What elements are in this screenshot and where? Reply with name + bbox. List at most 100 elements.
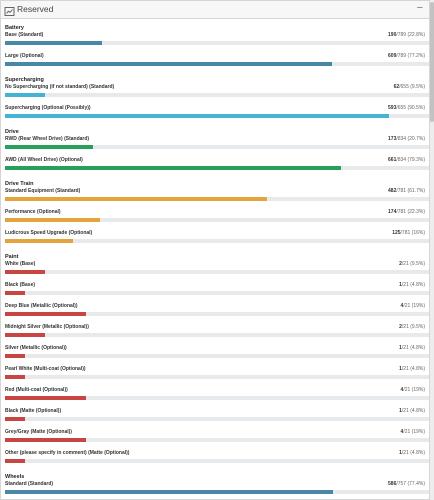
option-count-total: /21 (4.8%) xyxy=(401,408,425,414)
option-label: Standard Equipment (Standard) xyxy=(5,188,81,194)
option-label: RWD (Rear Wheel Drive) (Standard) xyxy=(5,136,90,142)
option-count-value: 609 xyxy=(388,53,397,59)
option-count: 661/834 (79.3%) xyxy=(388,157,425,163)
scrollbar[interactable] xyxy=(430,0,434,500)
option-count: 1/21 (4.8%) xyxy=(399,345,425,351)
option-count-total: /21 (9.5%) xyxy=(401,324,425,330)
option-label: No Supercharging (if not standard) (Stan… xyxy=(5,84,115,90)
result-bar-track xyxy=(5,438,429,442)
option-count-value: 2 xyxy=(399,324,402,330)
category-heading: Paint xyxy=(5,254,19,260)
option-count-total: /21 (19%) xyxy=(403,303,425,309)
result-bar-fill xyxy=(5,375,26,379)
option-count-value: 4 xyxy=(400,429,404,435)
option-count: 1/21 (4.8%) xyxy=(399,408,425,414)
result-bar-track xyxy=(5,417,429,421)
result-bar-fill xyxy=(5,417,26,421)
option-count-value: 190 xyxy=(388,32,397,38)
option-count-total: /789 (77.2%) xyxy=(396,53,425,59)
result-bar-track xyxy=(5,270,429,274)
option-count-value: 174 xyxy=(388,209,397,215)
result-bar-track xyxy=(5,459,429,463)
option-count-total: /655 (9.5%) xyxy=(399,84,425,90)
option-label: AWD (All Wheel Drive) (Optional) xyxy=(5,157,83,163)
category-heading: Battery xyxy=(5,25,24,31)
panel-header[interactable]: Reserved − xyxy=(1,1,429,19)
option-count: 593/655 (90.5%) xyxy=(388,105,425,111)
result-bar-track xyxy=(5,239,429,243)
option-count-total: /21 (9.5%) xyxy=(401,261,425,267)
result-bar-fill xyxy=(5,197,267,201)
result-bar-fill xyxy=(5,354,26,358)
option-label: Standard (Standard) xyxy=(5,481,54,487)
option-count-total: /834 (79.3%) xyxy=(396,157,425,163)
option-count: 125/781 (16%) xyxy=(392,230,425,236)
option-count: 2/21 (9.5%) xyxy=(399,261,425,267)
result-bar-track xyxy=(5,93,429,97)
option-count-value: 1 xyxy=(399,282,402,288)
category-heading: Drive xyxy=(5,129,19,135)
option-count: 62/655 (9.5%) xyxy=(394,84,425,90)
option-count-total: /21 (4.8%) xyxy=(401,450,425,456)
option-count-value: 1 xyxy=(399,345,402,351)
option-label: Red (Multi-coat (Optional)) xyxy=(5,387,68,393)
result-bar-fill xyxy=(5,145,93,149)
collapse-icon[interactable]: − xyxy=(416,2,423,14)
result-bar-fill xyxy=(5,438,86,442)
category-heading: Wheels xyxy=(5,474,25,480)
option-label: Ludicrous Speed Upgrade (Optional) xyxy=(5,230,93,236)
option-label: Pearl White (Multi-coat (Optional)) xyxy=(5,366,86,372)
panel-title: Reserved xyxy=(17,4,54,14)
result-bar-fill xyxy=(5,333,46,337)
result-bar-fill xyxy=(5,270,46,274)
scrollbar-thumb[interactable] xyxy=(430,2,434,122)
result-bar-track xyxy=(5,333,429,337)
option-count-value: 2 xyxy=(399,261,402,267)
result-bar-fill xyxy=(5,41,102,45)
option-count-total: /21 (4.8%) xyxy=(401,282,425,288)
result-bar-track xyxy=(5,375,429,379)
option-count: 1/21 (4.8%) xyxy=(399,450,425,456)
result-bar-track xyxy=(5,114,429,118)
option-count-value: 1 xyxy=(399,366,402,372)
result-bar-track xyxy=(5,354,429,358)
result-bar-track xyxy=(5,396,429,400)
option-label: Black (Matte (Optional)) xyxy=(5,408,62,414)
option-label: White (Base) xyxy=(5,261,36,267)
option-label: Other (please specify in comment) (Matte… xyxy=(5,450,130,456)
category-heading: Drive Train xyxy=(5,181,34,187)
result-bar-fill xyxy=(5,114,389,118)
option-count-value: 173 xyxy=(388,136,397,142)
option-count-total: /21 (4.8%) xyxy=(401,366,425,372)
option-count: 1/21 (4.8%) xyxy=(399,366,425,372)
option-count-value: 661 xyxy=(388,157,397,163)
result-bar-track xyxy=(5,218,429,222)
option-label: Midnight Silver (Metallic (Optional)) xyxy=(5,324,89,330)
result-bar-fill xyxy=(5,396,86,400)
option-count-total: /781 (61.7%) xyxy=(396,188,425,194)
option-count: 482/781 (61.7%) xyxy=(388,188,425,194)
option-label: Deep Blue (Metallic (Optional)) xyxy=(5,303,78,309)
option-count-value: 62 xyxy=(393,84,400,90)
option-label: Grey/Gray (Matte (Optional)) xyxy=(5,429,72,435)
option-count: 4/21 (19%) xyxy=(401,303,425,309)
option-count: 2/21 (9.5%) xyxy=(399,324,425,330)
option-count-total: /789 (22.8%) xyxy=(396,32,425,38)
result-bar-track xyxy=(5,490,429,494)
result-bar-fill xyxy=(5,93,46,97)
option-count-value: 593 xyxy=(388,105,397,111)
option-count-total: /21 (19%) xyxy=(403,429,425,435)
option-count-value: 1 xyxy=(399,408,402,414)
result-bar-track xyxy=(5,312,429,316)
option-label: Performance (Optional) xyxy=(5,209,61,215)
option-count-value: 586 xyxy=(388,481,397,487)
option-label: Silver (Metallic (Optional)) xyxy=(5,345,67,351)
option-label: Base (Standard) xyxy=(5,32,44,38)
option-label: Black (Base) xyxy=(5,282,36,288)
option-label: Supercharging (Optional (Possibly)) xyxy=(5,105,91,111)
result-bar-fill xyxy=(5,239,73,243)
option-count-total: /781 (16%) xyxy=(400,230,425,236)
report-icon xyxy=(4,4,16,16)
option-count: 609/789 (77.2%) xyxy=(388,53,425,59)
option-count: 4/21 (19%) xyxy=(401,429,425,435)
